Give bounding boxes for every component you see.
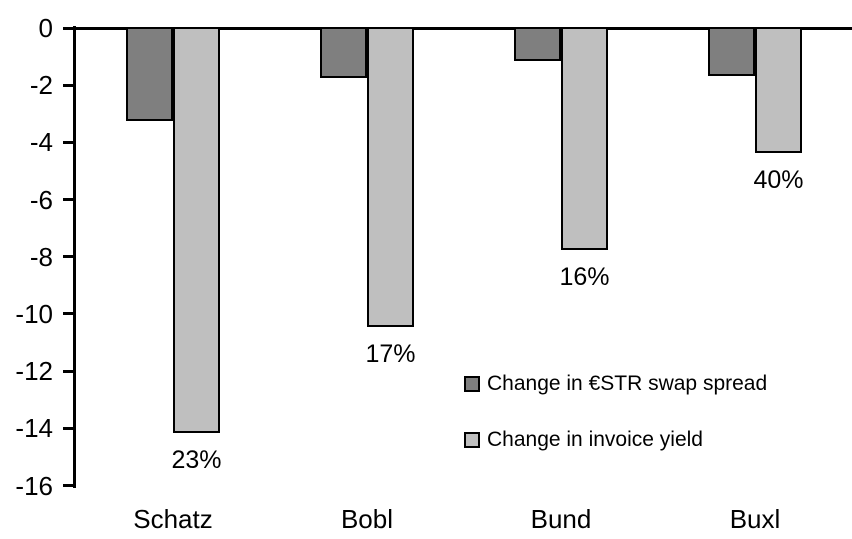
category-label-buxl: Buxl (729, 504, 781, 534)
y-tick-mark (63, 140, 74, 144)
y-tick-label: 0 (38, 13, 53, 43)
y-tick-label: -4 (29, 127, 53, 158)
y-tick-mark (63, 312, 74, 316)
y-tick-mark (63, 484, 74, 487)
y-tick-label: -14 (15, 413, 53, 444)
legend-swatch-swap-spread-icon (464, 375, 480, 392)
data-label-bund: 16% (559, 263, 610, 292)
x-axis-zero-line (63, 26, 852, 30)
y-tick-mark (63, 26, 74, 30)
y-tick-label: -6 (29, 184, 53, 215)
legend-label-swap-spread: Change in €STR swap spread (487, 372, 768, 395)
y-axis-line (73, 26, 76, 488)
data-label-buxl: 40% (753, 165, 804, 194)
y-tick-mark (63, 198, 74, 202)
y-tick-mark (63, 426, 74, 430)
bar-bund-series-1 (561, 27, 608, 251)
legend-label-invoice-yield: Change in invoice yield (487, 428, 703, 451)
bar-buxl-series-0 (708, 27, 755, 76)
bar-schatz-series-0 (126, 27, 173, 122)
y-tick-label: -16 (15, 470, 53, 501)
y-tick-label: -10 (15, 298, 53, 329)
bar-bobl-series-1 (367, 27, 414, 328)
data-label-bobl: 17% (365, 340, 416, 369)
bar-schatz-series-1 (173, 27, 220, 434)
bar-bund-series-0 (514, 27, 561, 62)
y-tick-mark (63, 83, 74, 87)
bar-bobl-series-0 (320, 27, 367, 79)
legend: Change in €STR swap spread Change in inv… (464, 370, 767, 453)
y-tick-mark (63, 255, 74, 259)
legend-item-invoice-yield: Change in invoice yield (464, 426, 767, 453)
category-label-bobl: Bobl (340, 504, 394, 534)
legend-item-swap-spread: Change in €STR swap spread (464, 370, 767, 397)
category-label-bund: Bund (530, 504, 592, 534)
y-tick-mark (63, 369, 74, 373)
y-tick-label: -12 (15, 356, 53, 387)
category-label-schatz: Schatz (133, 504, 213, 534)
y-tick-label: -8 (29, 241, 53, 272)
bar-buxl-series-1 (755, 27, 802, 153)
legend-swatch-invoice-yield-icon (464, 431, 480, 448)
y-tick-label: -2 (29, 70, 53, 101)
data-label-schatz: 23% (171, 446, 222, 475)
